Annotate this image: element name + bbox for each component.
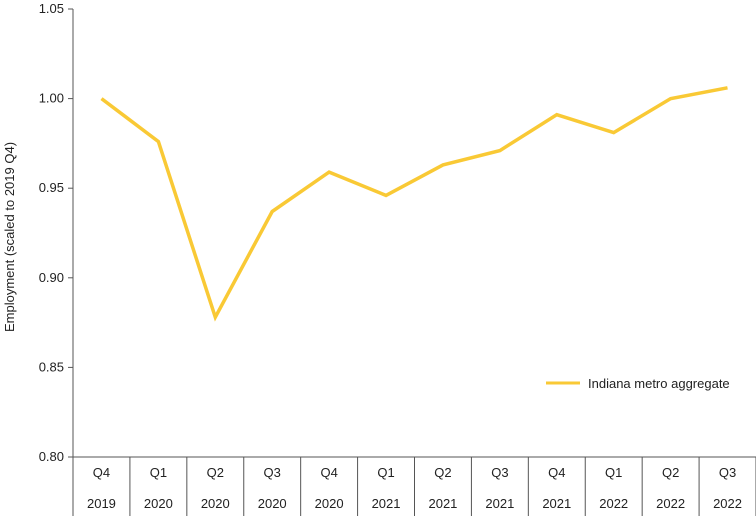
series-layer (100, 86, 728, 322)
y-axis: 0.80 0.85 0.90 0.95 1.00 1.05 (39, 1, 74, 464)
x-tick-label-year: 2020 (258, 496, 287, 511)
y-tick-label: 1.05 (39, 1, 64, 16)
x-tick-label-quarter: Q2 (207, 465, 224, 480)
y-tick-label: 0.90 (39, 270, 64, 285)
y-tick-label: 0.80 (39, 449, 64, 464)
x-tick-label-quarter: Q4 (320, 465, 337, 480)
y-tick-label: 1.00 (39, 91, 64, 106)
y-tick-label: 0.85 (39, 359, 64, 374)
x-tick-label-quarter: Q2 (434, 465, 451, 480)
series-line (100, 86, 728, 322)
x-tick-label-quarter: Q1 (377, 465, 394, 480)
x-tick-label-year: 2021 (485, 496, 514, 511)
x-tick-label-quarter: Q3 (719, 465, 736, 480)
y-tick-label: 0.95 (39, 180, 64, 195)
x-tick-label-quarter: Q3 (491, 465, 508, 480)
x-tick-label-year: 2021 (542, 496, 571, 511)
legend: Indiana metro aggregate (546, 376, 730, 391)
x-tick-label-year: 2020 (315, 496, 344, 511)
x-tick-label-year: 2021 (428, 496, 457, 511)
x-tick-label-quarter: Q4 (93, 465, 110, 480)
x-tick-label-quarter: Q4 (548, 465, 565, 480)
x-tick-label-year: 2022 (656, 496, 685, 511)
x-axis: Q4 2019 Q1 2020 Q2 2020 Q3 2020 Q4 2020 Q1 2021 Q2 20… (72, 456, 756, 516)
x-tick-label-year: 2022 (599, 496, 628, 511)
legend-label: Indiana metro aggregate (588, 376, 730, 391)
x-tick-label-year: 2021 (372, 496, 401, 511)
x-tick-label-year: 2019 (87, 496, 116, 511)
x-tick-label-year: 2020 (144, 496, 173, 511)
x-tick-label-quarter: Q3 (264, 465, 281, 480)
x-tick-label-quarter: Q1 (605, 465, 622, 480)
x-tick-label-quarter: Q2 (662, 465, 679, 480)
x-tick-label-quarter: Q1 (150, 465, 167, 480)
x-tick-label-year: 2020 (201, 496, 230, 511)
y-axis-title: Employment (scaled to 2019 Q4) (2, 142, 17, 332)
x-tick-label-year: 2022 (713, 496, 742, 511)
